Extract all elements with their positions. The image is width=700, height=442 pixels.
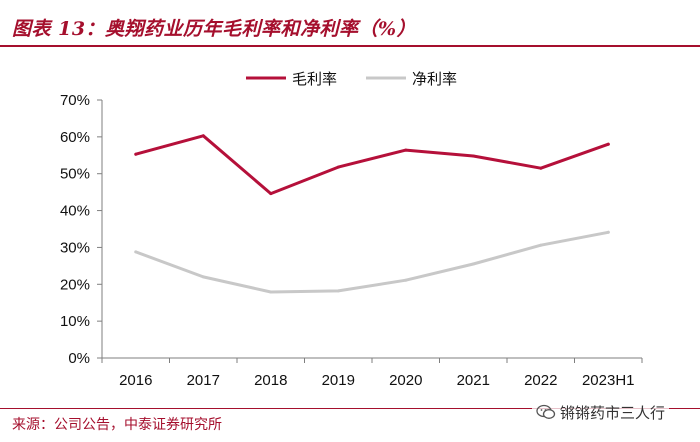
gross-margin-point — [201, 134, 205, 138]
net-margin-point — [201, 275, 205, 279]
net-margin-line — [134, 230, 610, 294]
gross-margin-legend-label: 毛利率 — [292, 71, 337, 88]
net-margin-point — [336, 289, 340, 293]
gross-margin-point — [404, 148, 408, 152]
watermark-text: 锵锵药市三人行 — [560, 403, 666, 422]
y-tick-label: 40% — [60, 203, 90, 220]
y-tick-label: 10% — [60, 313, 90, 330]
watermark: 锵锵药市三人行 — [532, 401, 670, 423]
x-tick-label: 2022 — [524, 372, 557, 389]
gross-margin-point — [134, 152, 138, 156]
y-tick-label: 60% — [60, 129, 90, 146]
x-tick-label: 2020 — [389, 372, 422, 389]
net-margin-point — [134, 250, 138, 254]
line-chart: 毛利率 净利率 0% 10% 20% 30% 40% 50% 60% 70% 2016 2017 20… — [60, 71, 643, 389]
gross-margin-point — [539, 166, 543, 170]
x-tick-label: 2018 — [254, 372, 287, 389]
net-margin-point — [269, 290, 273, 294]
x-tick-label: 2023H1 — [582, 372, 635, 389]
net-margin-point — [471, 262, 475, 266]
y-tick-label: 30% — [60, 239, 90, 256]
gross-margin-point — [606, 142, 610, 146]
x-tick-label: 2016 — [119, 372, 152, 389]
gross-margin-point — [269, 192, 273, 196]
y-tick-label: 50% — [60, 166, 90, 183]
source-note: 来源：公司公告，中泰证券研究所 — [12, 417, 222, 433]
x-tick-label: 2021 — [457, 372, 490, 389]
axes: 0% 10% 20% 30% 40% 50% 60% 70% 2016 2017 2018 2019 2… — [60, 92, 643, 389]
y-tick-label: 0% — [68, 350, 90, 367]
legend: 毛利率 净利率 — [246, 71, 457, 88]
y-tick-label: 70% — [60, 92, 90, 109]
x-tick-label: 2017 — [187, 372, 220, 389]
series — [134, 134, 610, 294]
gross-margin-point — [471, 154, 475, 158]
net-margin-point — [606, 230, 610, 234]
wechat-icon — [536, 404, 556, 419]
figure-title: 图表 13：奥翔药业历年毛利率和净利率（%） — [12, 18, 417, 40]
x-tick-label: 2019 — [322, 372, 355, 389]
gross-margin-point — [336, 165, 340, 169]
net-margin-point — [404, 278, 408, 282]
net-margin-point — [539, 243, 543, 247]
gross-margin-line — [134, 134, 610, 196]
title-rule — [0, 45, 700, 47]
y-tick-label: 20% — [60, 276, 90, 293]
net-margin-legend-label: 净利率 — [412, 71, 457, 88]
source-rule — [0, 408, 700, 409]
